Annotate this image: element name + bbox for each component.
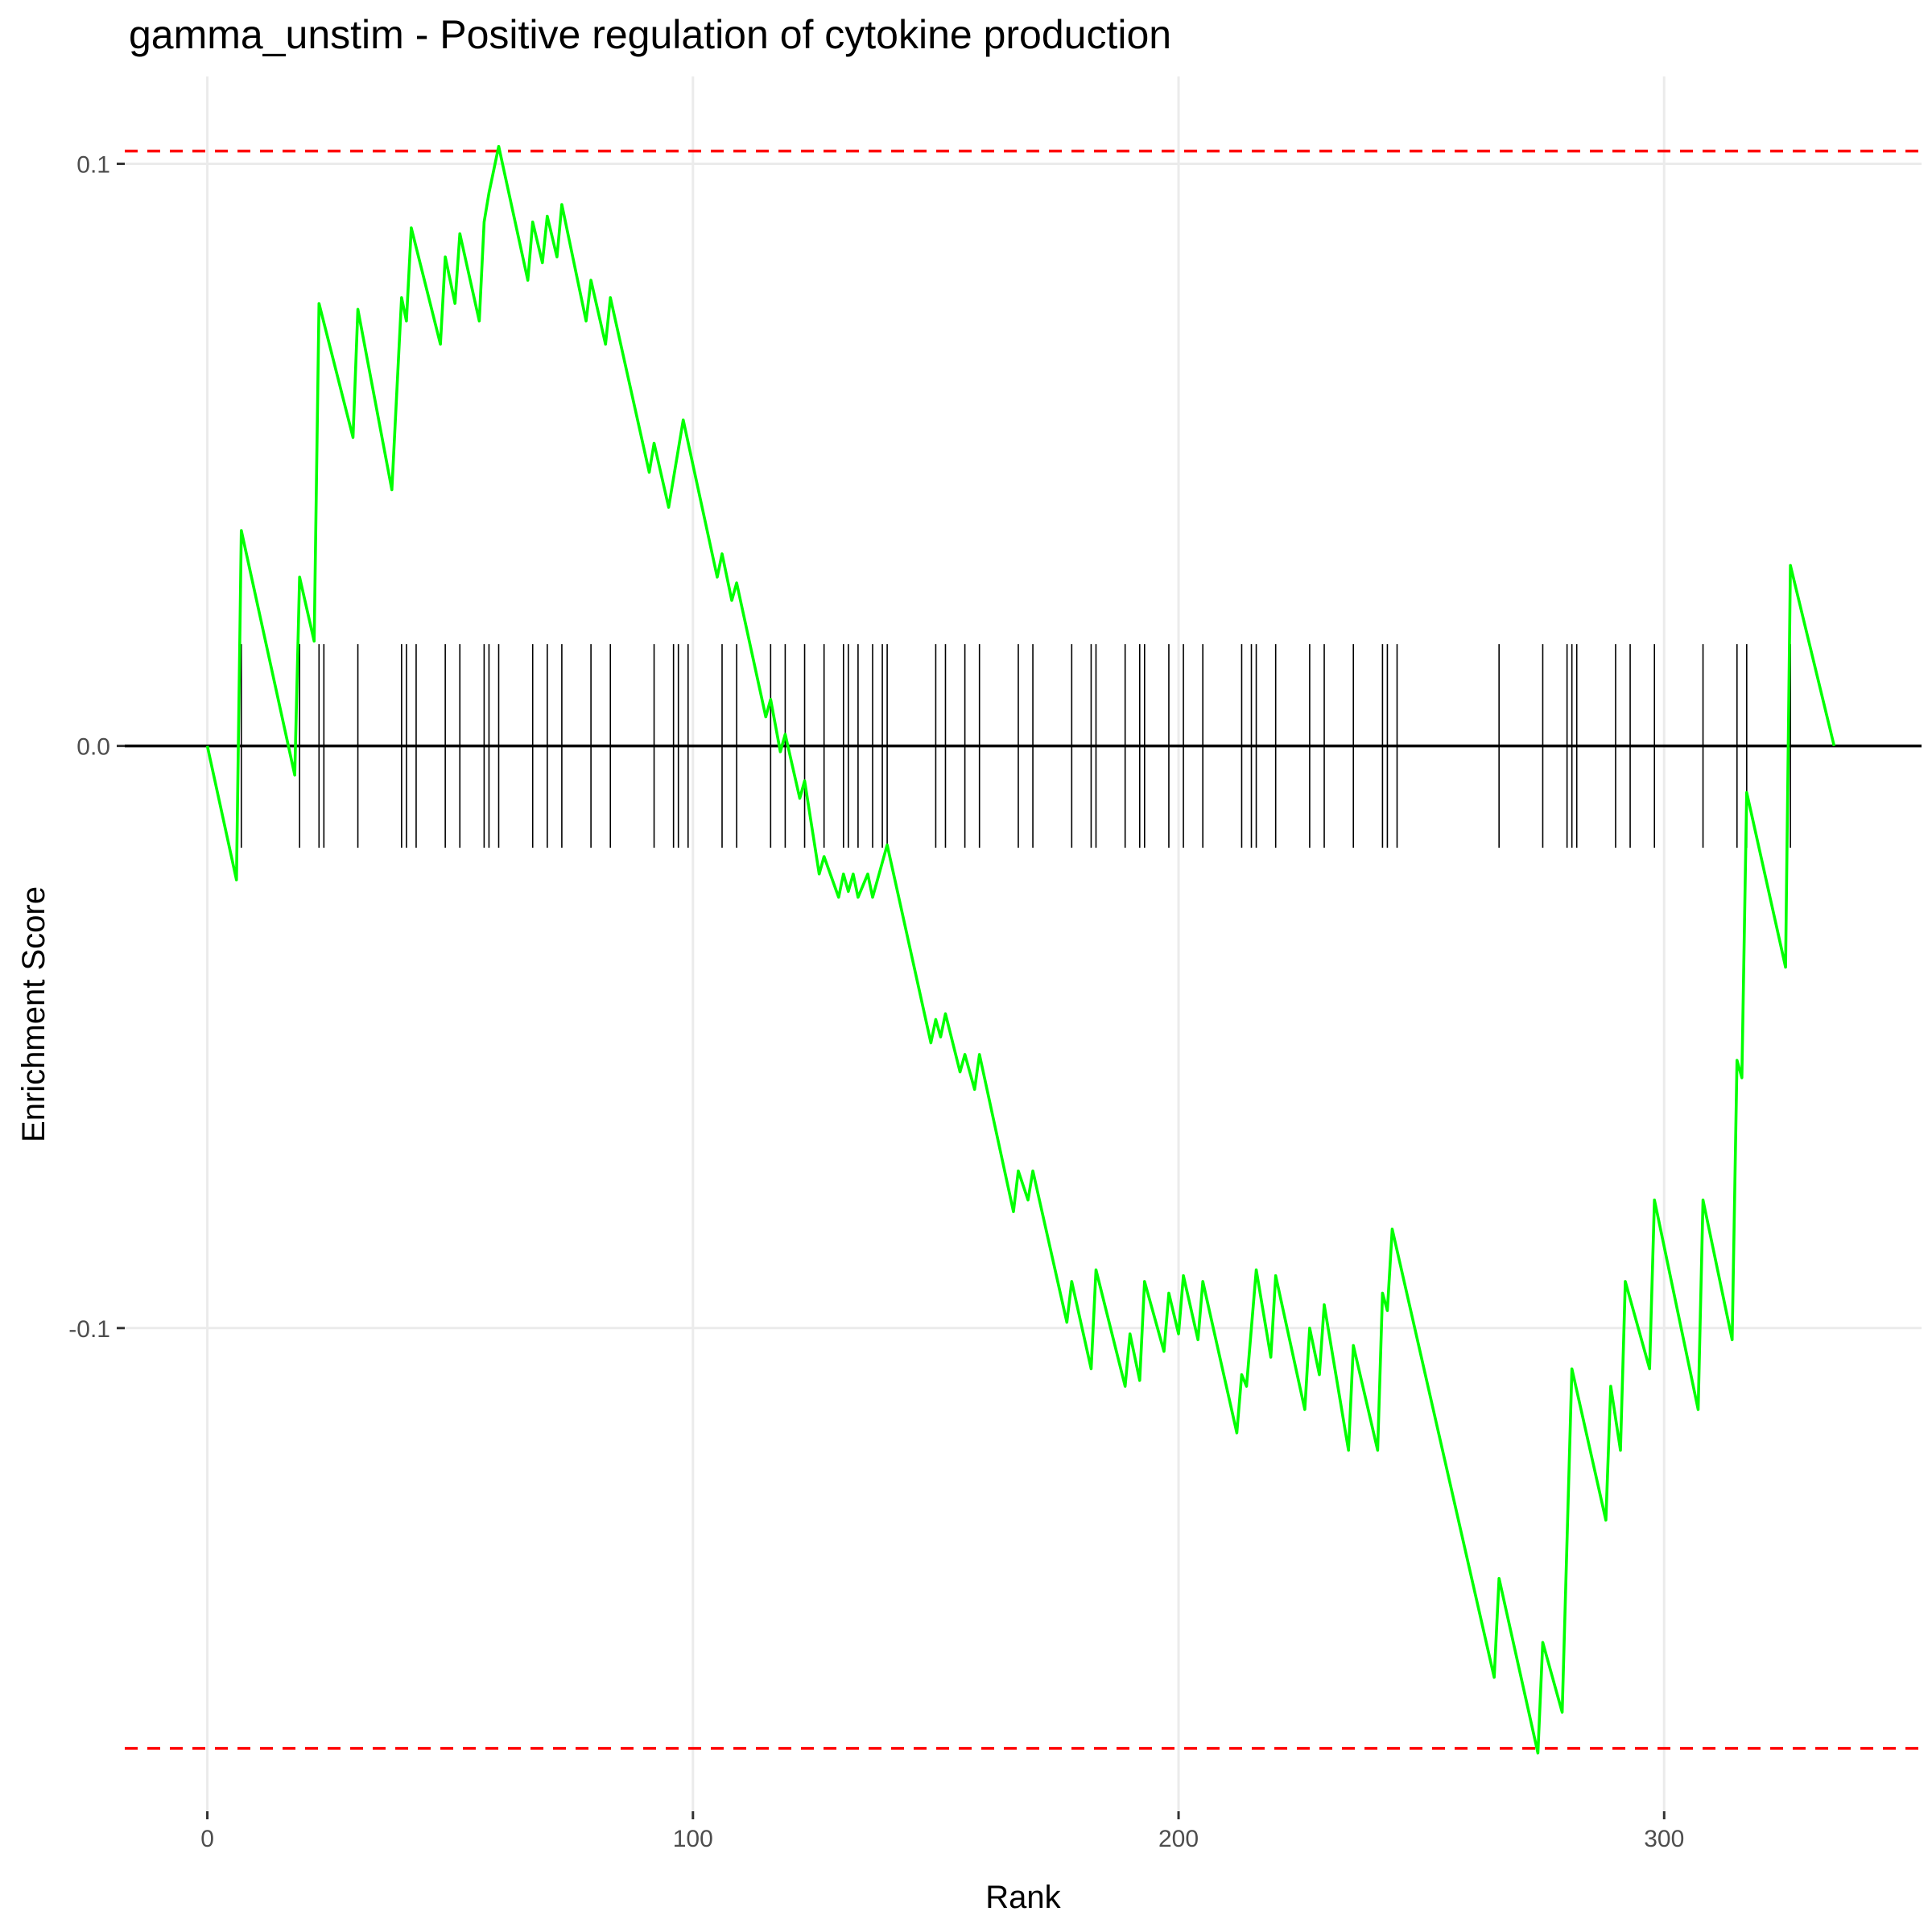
y-tick-label: -0.1	[68, 1316, 110, 1343]
reference-lines	[125, 149, 1922, 1750]
x-tick-label: 300	[1644, 1826, 1684, 1852]
enrichment-series	[205, 144, 1836, 1755]
gridlines	[125, 76, 1922, 1811]
enrichment-score-line	[205, 144, 1836, 1755]
axes: 0 100 200 300 0.1 0.0 -0.1	[68, 151, 1684, 1852]
x-axis-title: Rank	[985, 1880, 1061, 1915]
hit-marks	[240, 644, 1791, 848]
x-tick-label: 100	[673, 1826, 713, 1852]
x-tick-label: 200	[1158, 1826, 1199, 1852]
y-tick-label: 0.1	[76, 151, 110, 178]
x-tick-label: 0	[200, 1826, 214, 1852]
y-tick-label: 0.0	[76, 734, 110, 761]
y-axis-title: Enrichment Score	[16, 886, 52, 1142]
chart-title: gamma_unstim - Positive regulation of cy…	[129, 12, 1171, 57]
